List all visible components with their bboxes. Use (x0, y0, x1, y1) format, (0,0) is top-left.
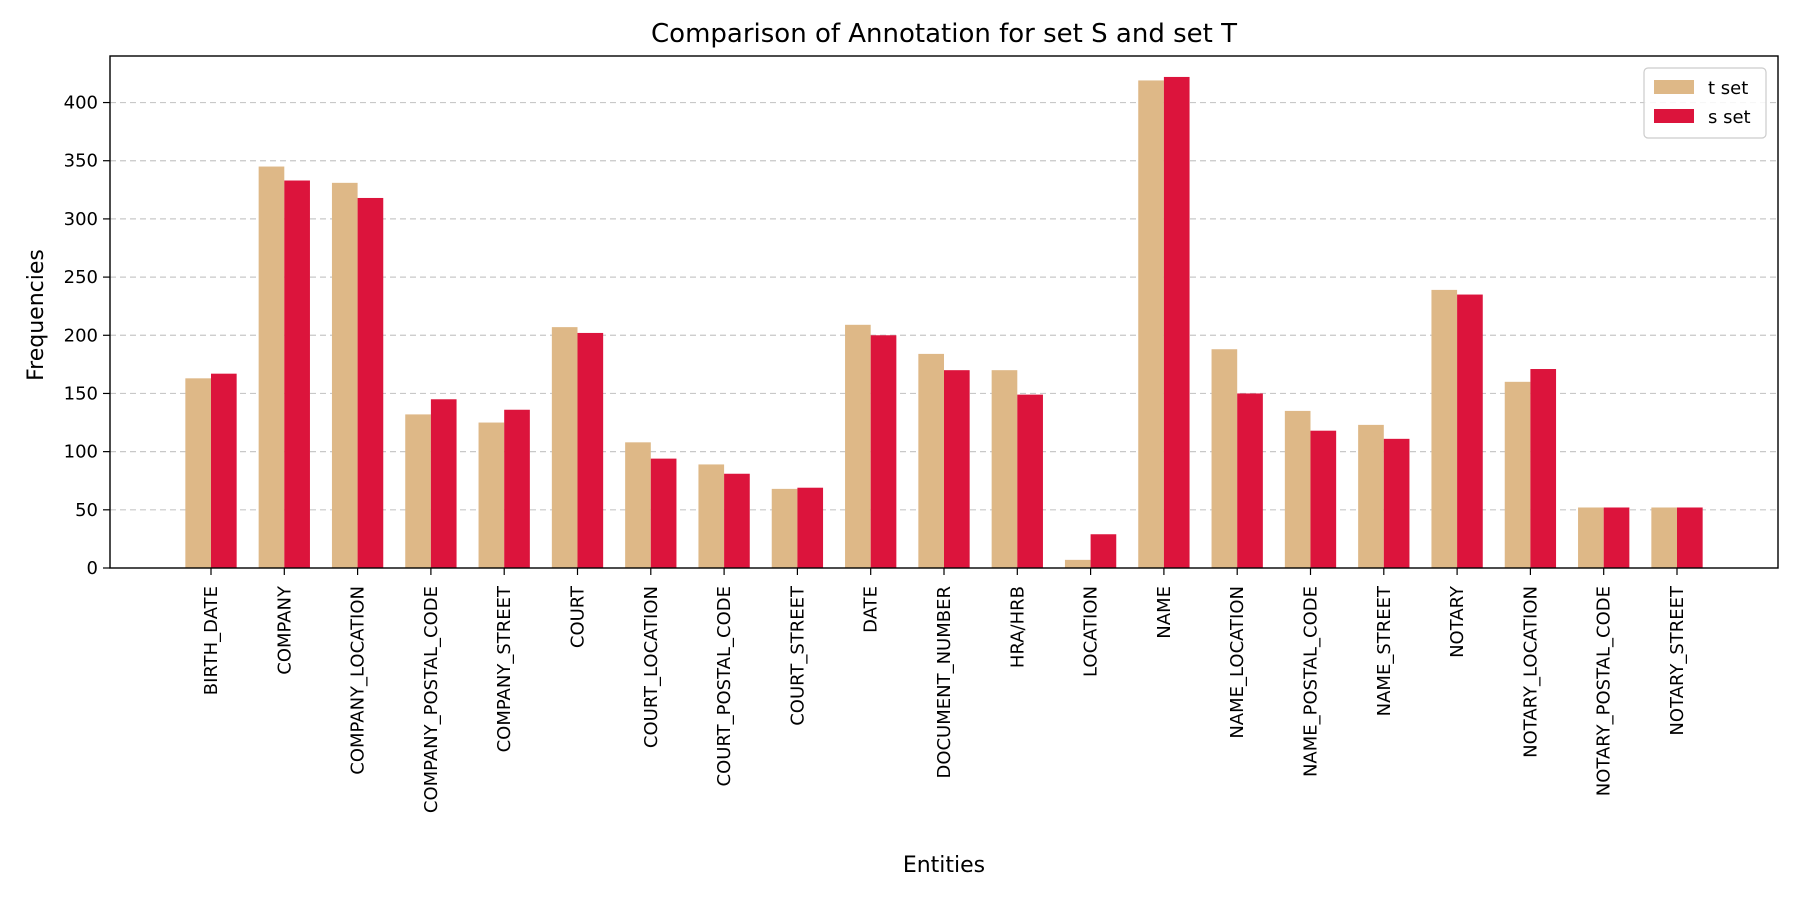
x-tick-label: DATE (861, 586, 882, 633)
x-tick-label: COMPANY_STREET (494, 585, 515, 752)
x-tick-label: COMPANY (274, 585, 295, 675)
x-tick-label: NOTARY_STREET (1667, 585, 1688, 736)
bar-s-set (1677, 507, 1703, 568)
y-tick-label: 350 (64, 151, 98, 172)
legend-label: s set (1708, 107, 1751, 128)
bar-t-set (1651, 507, 1677, 568)
y-tick-label: 100 (64, 442, 98, 463)
x-tick-label: COMPANY_POSTAL_CODE (421, 586, 442, 813)
x-tick-label: COURT_POSTAL_CODE (714, 586, 735, 786)
x-tick-label: HRA/HRB (1007, 586, 1028, 668)
bars (185, 76, 1703, 569)
bar-t-set (698, 464, 725, 568)
bar-s-set (430, 399, 457, 568)
bar-s-set (284, 180, 310, 568)
bar-s-set (1090, 534, 1117, 568)
x-tick-label: COMPANY_LOCATION (348, 586, 369, 775)
bar-t-set (918, 353, 944, 568)
bar-s-set (357, 197, 384, 569)
bar-t-set (1284, 410, 1311, 568)
legend: t set s set (1643, 67, 1767, 139)
bar-t-set (845, 324, 871, 568)
bar-s-set (1237, 393, 1263, 568)
bar-s-set (577, 332, 604, 568)
bar-t-set (1138, 80, 1164, 568)
x-tick-label: NOTARY (1447, 585, 1468, 658)
bar-s-set (1457, 294, 1483, 568)
bar-t-set (405, 414, 431, 568)
legend-swatch (1654, 109, 1694, 123)
x-tick-label: COURT_STREET (787, 585, 808, 726)
x-tick-label: NOTARY_POSTAL_CODE (1594, 586, 1615, 796)
bar-s-set (1310, 430, 1337, 568)
bar-t-set (1504, 381, 1531, 568)
bar-t-set (185, 378, 211, 568)
y-tick-label: 250 (64, 267, 98, 288)
y-tick-label: 150 (64, 383, 98, 404)
bar-s-set (944, 370, 970, 568)
bar-s-set (504, 409, 530, 568)
bar-s-set (211, 373, 237, 568)
legend-label: t set (1708, 78, 1748, 99)
bar-s-set (1530, 369, 1557, 568)
bar-t-set (1064, 559, 1091, 568)
x-tick-label: NAME (1154, 586, 1175, 639)
bar-t-set (478, 422, 505, 568)
x-tick-label: COURT (568, 585, 589, 648)
y-tick-label: 50 (75, 500, 98, 521)
chart-title: Comparison of Annotation for set S and s… (651, 19, 1237, 49)
x-tick-label: NAME_STREET (1374, 585, 1395, 716)
bar-t-set (1358, 424, 1384, 568)
bar-s-set (870, 335, 897, 568)
y-tick-label: 400 (64, 93, 98, 114)
x-tick-label: NAME_LOCATION (1227, 586, 1248, 739)
y-tick-label: 300 (64, 209, 98, 230)
bar-t-set (258, 166, 285, 568)
bar-s-set (1603, 507, 1630, 568)
x-tick-label: DOCUMENT_NUMBER (934, 586, 955, 779)
bar-t-set (771, 488, 798, 568)
bar-t-set (1578, 507, 1604, 568)
bar-t-set (625, 442, 651, 568)
bar-s-set (724, 473, 750, 568)
bar-s-set (1163, 76, 1190, 568)
legend-swatch (1654, 80, 1694, 94)
x-tick-label: LOCATION (1081, 586, 1102, 677)
bar-t-set (1431, 289, 1458, 568)
bar-t-set (991, 370, 1018, 568)
x-tick-label: NOTARY_LOCATION (1520, 586, 1541, 758)
y-axis-ticks: 0 50 100 150 200 250 300 350 400 (64, 93, 110, 579)
y-tick-label: 200 (64, 325, 98, 346)
x-tick-label: BIRTH_DATE (201, 586, 222, 695)
x-tick-label: COURT_LOCATION (641, 586, 662, 748)
bar-t-set (551, 327, 578, 568)
bar-s-set (1017, 394, 1043, 568)
x-tick-label: NAME_POSTAL_CODE (1301, 586, 1322, 777)
bar-s-set (1383, 438, 1410, 568)
x-axis-label: Entities (903, 853, 985, 878)
bar-s-set (797, 487, 824, 568)
bar-t-set (331, 182, 358, 568)
y-axis-label: Frequencies (24, 249, 49, 381)
bar-s-set (650, 458, 677, 568)
y-tick-label: 0 (87, 558, 98, 579)
bar-t-set (1211, 349, 1238, 568)
x-axis-ticks: BIRTH_DATE COMPANY COMPANY_LOCATION COMPANY… (201, 568, 1688, 813)
